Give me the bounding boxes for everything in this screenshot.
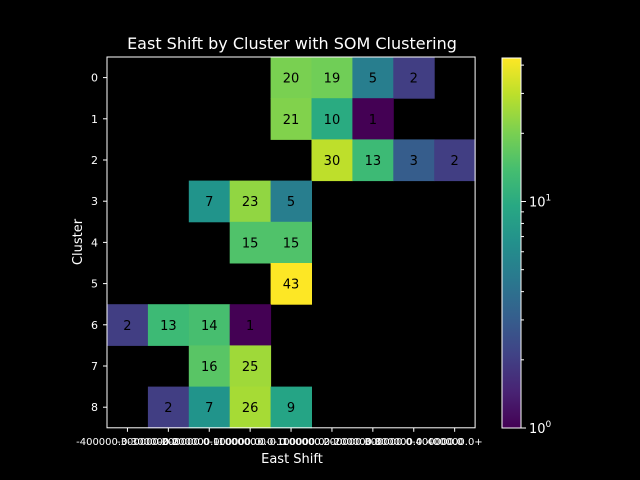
heatmap-cell [352,57,394,99]
y-tick-label: 1 [91,113,98,126]
heatmap-cell [270,221,312,264]
cell-value-label: 16 [201,360,218,375]
heatmap-cell [393,57,435,99]
x-tick-label: -300000.0-200000.0 [117,437,220,448]
heatmap-cell [434,139,476,182]
cell-value-label: 10 [324,113,341,128]
heatmap-cell [188,304,231,346]
cell-value-label: 21 [283,113,300,128]
x-tick-label: 200000.0-300000.0 [323,437,422,448]
heatmap-cell [270,57,312,99]
cell-value-label: 9 [287,401,295,416]
cell-value-label: 19 [324,72,341,87]
y-axis-label: Cluster [71,218,86,265]
cell-value-label: 13 [365,154,382,169]
cell-value-label: 14 [201,319,218,334]
x-tick-label: 400000.0+ [427,437,483,448]
x-axis-label: East Shift [261,452,323,467]
x-tick-label: 300000.0-400000.0 [364,437,463,448]
y-tick-label: 3 [91,195,98,208]
x-tick-label: -100000.0-0.0 [215,437,286,448]
x-tick-label: 100000.0-200000.0 [282,437,381,448]
y-tick-label: 0 [91,72,98,85]
heatmap-cell [229,180,272,223]
heatmap-cell [229,304,272,346]
heatmap-cell [270,180,312,223]
cell-value-label: 43 [283,278,300,293]
heatmap-cell [147,386,190,429]
plot-area: 20 19 5 2 21 10 1 30 13 3 2 7 23 5 15 15 43 2 13 14 1 16 25 2 7 2… [106,56,476,429]
cell-value-label: 13 [160,319,177,334]
cell-value-label: 2 [410,72,418,87]
heatmap-cell [229,386,272,429]
heatmap-cell [229,221,272,264]
colorbar-tick-label: 100 [529,420,552,437]
heatmap-cell [352,139,394,182]
cell-value-label: 15 [242,236,259,251]
cell-value-label: 3 [410,154,418,169]
cell-value-label: 1 [246,319,254,334]
x-axis: -400000.0-300000.0-300000.0-200000.0-200… [76,427,483,448]
heatmap-cell [270,98,312,140]
cell-value-label: 25 [242,360,259,375]
heatmap-cell [147,304,190,346]
heatmap-cell [188,180,231,223]
heatmap-cell [229,345,272,388]
heatmap-cell [311,57,353,99]
cell-value-label: 7 [205,195,213,210]
cell-value-label: 5 [287,195,295,210]
cell-value-label: 20 [283,72,300,87]
heatmap-cell [188,345,231,388]
y-tick-label: 2 [91,154,98,167]
cell-value-label: 1 [369,113,377,128]
cell-value-label: 2 [164,401,172,416]
heatmap-cell [107,304,149,346]
y-tick-label: 6 [91,319,98,332]
y-tick-label: 8 [91,401,98,414]
x-tick-label: 0.0-100000.0 [257,437,324,448]
cell-value-label: 30 [324,154,341,169]
cell-value-label: 23 [242,195,259,210]
cell-value-label: 26 [242,401,259,416]
heatmap-cell [311,98,353,140]
y-axis: 0 1 2 3 4 5 6 7 8 [91,72,107,414]
chart-title: East Shift by Cluster with SOM Clusterin… [127,34,457,53]
heatmap-cell [311,139,353,182]
x-tick-label: -400000.0-300000.0 [76,437,179,448]
heatmap-cell [188,386,231,429]
cell-value-label: 2 [451,154,459,169]
cell-value-label: 7 [205,401,213,416]
colorbar: 100 101 [501,57,552,437]
heatmap-cell [270,386,312,429]
cell-value-label: 15 [283,236,300,251]
y-tick-label: 7 [91,360,98,373]
colorbar-gradient [501,57,522,429]
cell-value-label: 2 [123,319,131,334]
x-tick-label: -200000.0-100000.0 [158,437,261,448]
heatmap-cell [352,98,394,140]
y-tick-label: 5 [91,278,98,291]
heatmap-cell [393,139,435,182]
heatmap-cell [270,263,312,305]
colorbar-tick-label: 101 [529,193,551,210]
y-tick-label: 4 [91,236,98,249]
cell-value-label: 5 [369,72,377,87]
